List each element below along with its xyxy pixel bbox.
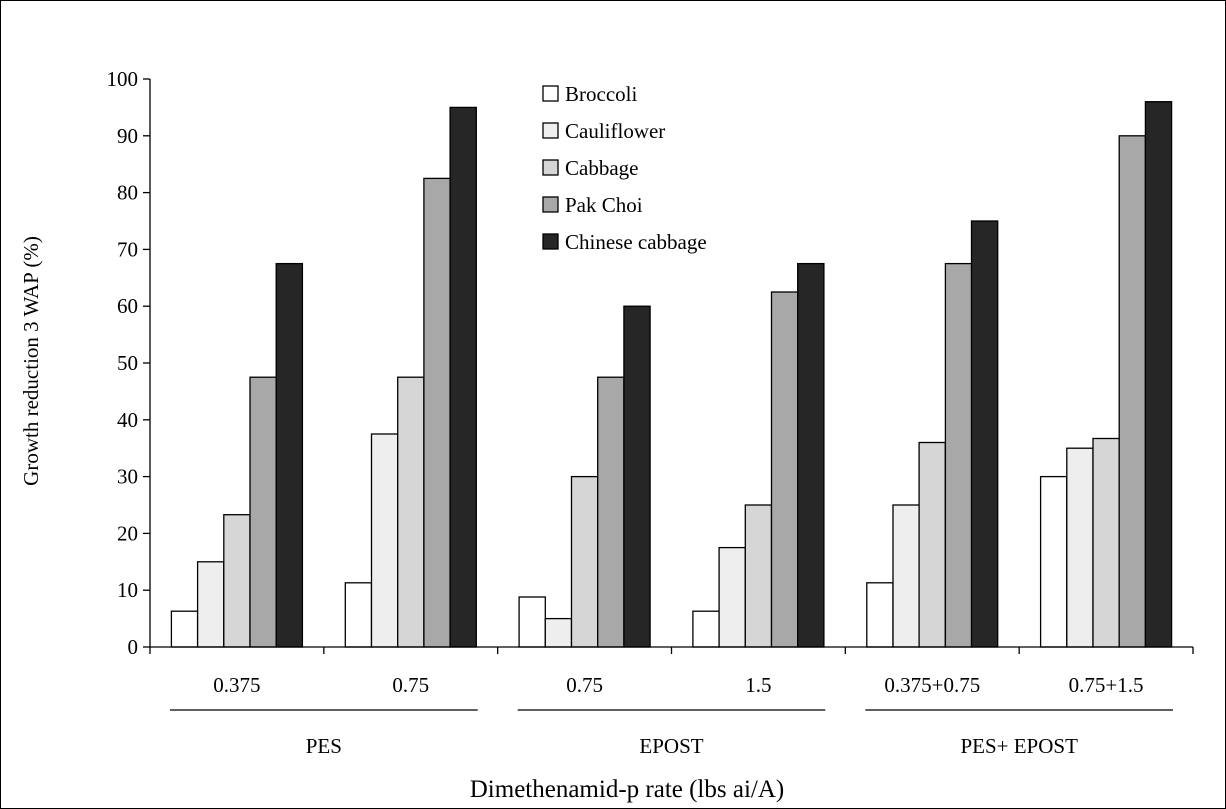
y-axis: 0 10 20 30 40 50 60 70 80 90 100 bbox=[107, 67, 151, 659]
bar bbox=[970, 220, 999, 648]
bar bbox=[1118, 135, 1147, 648]
bars bbox=[170, 101, 1173, 648]
legend-swatch bbox=[542, 196, 559, 213]
bar bbox=[196, 561, 225, 648]
y-axis-label: Growth reduction 3 WAP (%) bbox=[19, 236, 43, 486]
bar bbox=[892, 504, 920, 648]
bar bbox=[223, 514, 251, 648]
bar bbox=[770, 291, 799, 648]
bar bbox=[797, 262, 825, 648]
x-axis-label: Dimethenamid-p rate (lbs ai/A) bbox=[470, 776, 784, 803]
bar bbox=[423, 177, 451, 648]
group-label: PES+ EPOST bbox=[960, 734, 1078, 758]
bar bbox=[170, 610, 199, 648]
y-tick-label: 0 bbox=[128, 635, 139, 659]
legend-swatch bbox=[542, 159, 559, 176]
y-tick-label: 50 bbox=[117, 351, 138, 375]
bar bbox=[744, 504, 773, 648]
y-tick-label: 100 bbox=[107, 67, 139, 91]
legend-label: Pak Choi bbox=[565, 193, 643, 217]
legend-label: Cabbage bbox=[565, 156, 638, 180]
x-tick-label: 0.375 bbox=[213, 673, 260, 697]
bar bbox=[1092, 437, 1120, 648]
x-tick-label: 0.75 bbox=[566, 673, 603, 697]
bar bbox=[570, 475, 599, 648]
bar bbox=[449, 106, 477, 648]
x-tick-label: 0.75+1.5 bbox=[1069, 673, 1144, 697]
y-tick-label: 70 bbox=[117, 237, 138, 261]
bar bbox=[944, 262, 973, 648]
bar bbox=[518, 596, 546, 648]
y-tick-label: 80 bbox=[117, 181, 138, 205]
bar bbox=[623, 305, 651, 648]
bar bbox=[692, 610, 720, 648]
bar bbox=[370, 433, 399, 648]
legend-label: Broccoli bbox=[565, 82, 637, 106]
x-axis: 0.375 0.75 0.75 1.5 0.375+0.75 0.75+1.5 PES EPO… bbox=[149, 646, 1194, 758]
legend-label: Chinese cabbage bbox=[565, 230, 707, 254]
x-tick-label: 1.5 bbox=[745, 673, 771, 697]
y-tick-label: 40 bbox=[117, 408, 138, 432]
y-tick-label: 60 bbox=[117, 294, 138, 318]
x-tick-label: 0.75 bbox=[392, 673, 429, 697]
bar bbox=[918, 441, 946, 648]
y-tick-label: 20 bbox=[117, 521, 138, 545]
legend-swatch bbox=[542, 233, 559, 250]
bar bbox=[1144, 101, 1173, 648]
y-tick-label: 30 bbox=[117, 465, 138, 489]
y-tick-label: 90 bbox=[117, 124, 138, 148]
legend-swatch bbox=[542, 122, 559, 139]
y-tick-label: 10 bbox=[117, 578, 138, 602]
bar bbox=[1066, 447, 1094, 648]
bar bbox=[344, 582, 373, 648]
bar bbox=[275, 262, 304, 648]
x-tick-label: 0.375+0.75 bbox=[884, 673, 980, 697]
bar bbox=[597, 376, 625, 648]
legend-label: Cauliflower bbox=[565, 119, 665, 143]
legend-swatch bbox=[542, 85, 559, 102]
group-label: EPOST bbox=[639, 734, 703, 758]
bar bbox=[1039, 475, 1068, 648]
bar bbox=[718, 546, 746, 648]
group-label: PES bbox=[306, 734, 342, 758]
bar bbox=[866, 582, 894, 648]
bar bbox=[544, 617, 573, 648]
legend: Broccoli Cauliflower Cabbage Pak Choi Chines… bbox=[542, 82, 707, 254]
bar bbox=[397, 376, 425, 648]
bar bbox=[249, 376, 277, 648]
